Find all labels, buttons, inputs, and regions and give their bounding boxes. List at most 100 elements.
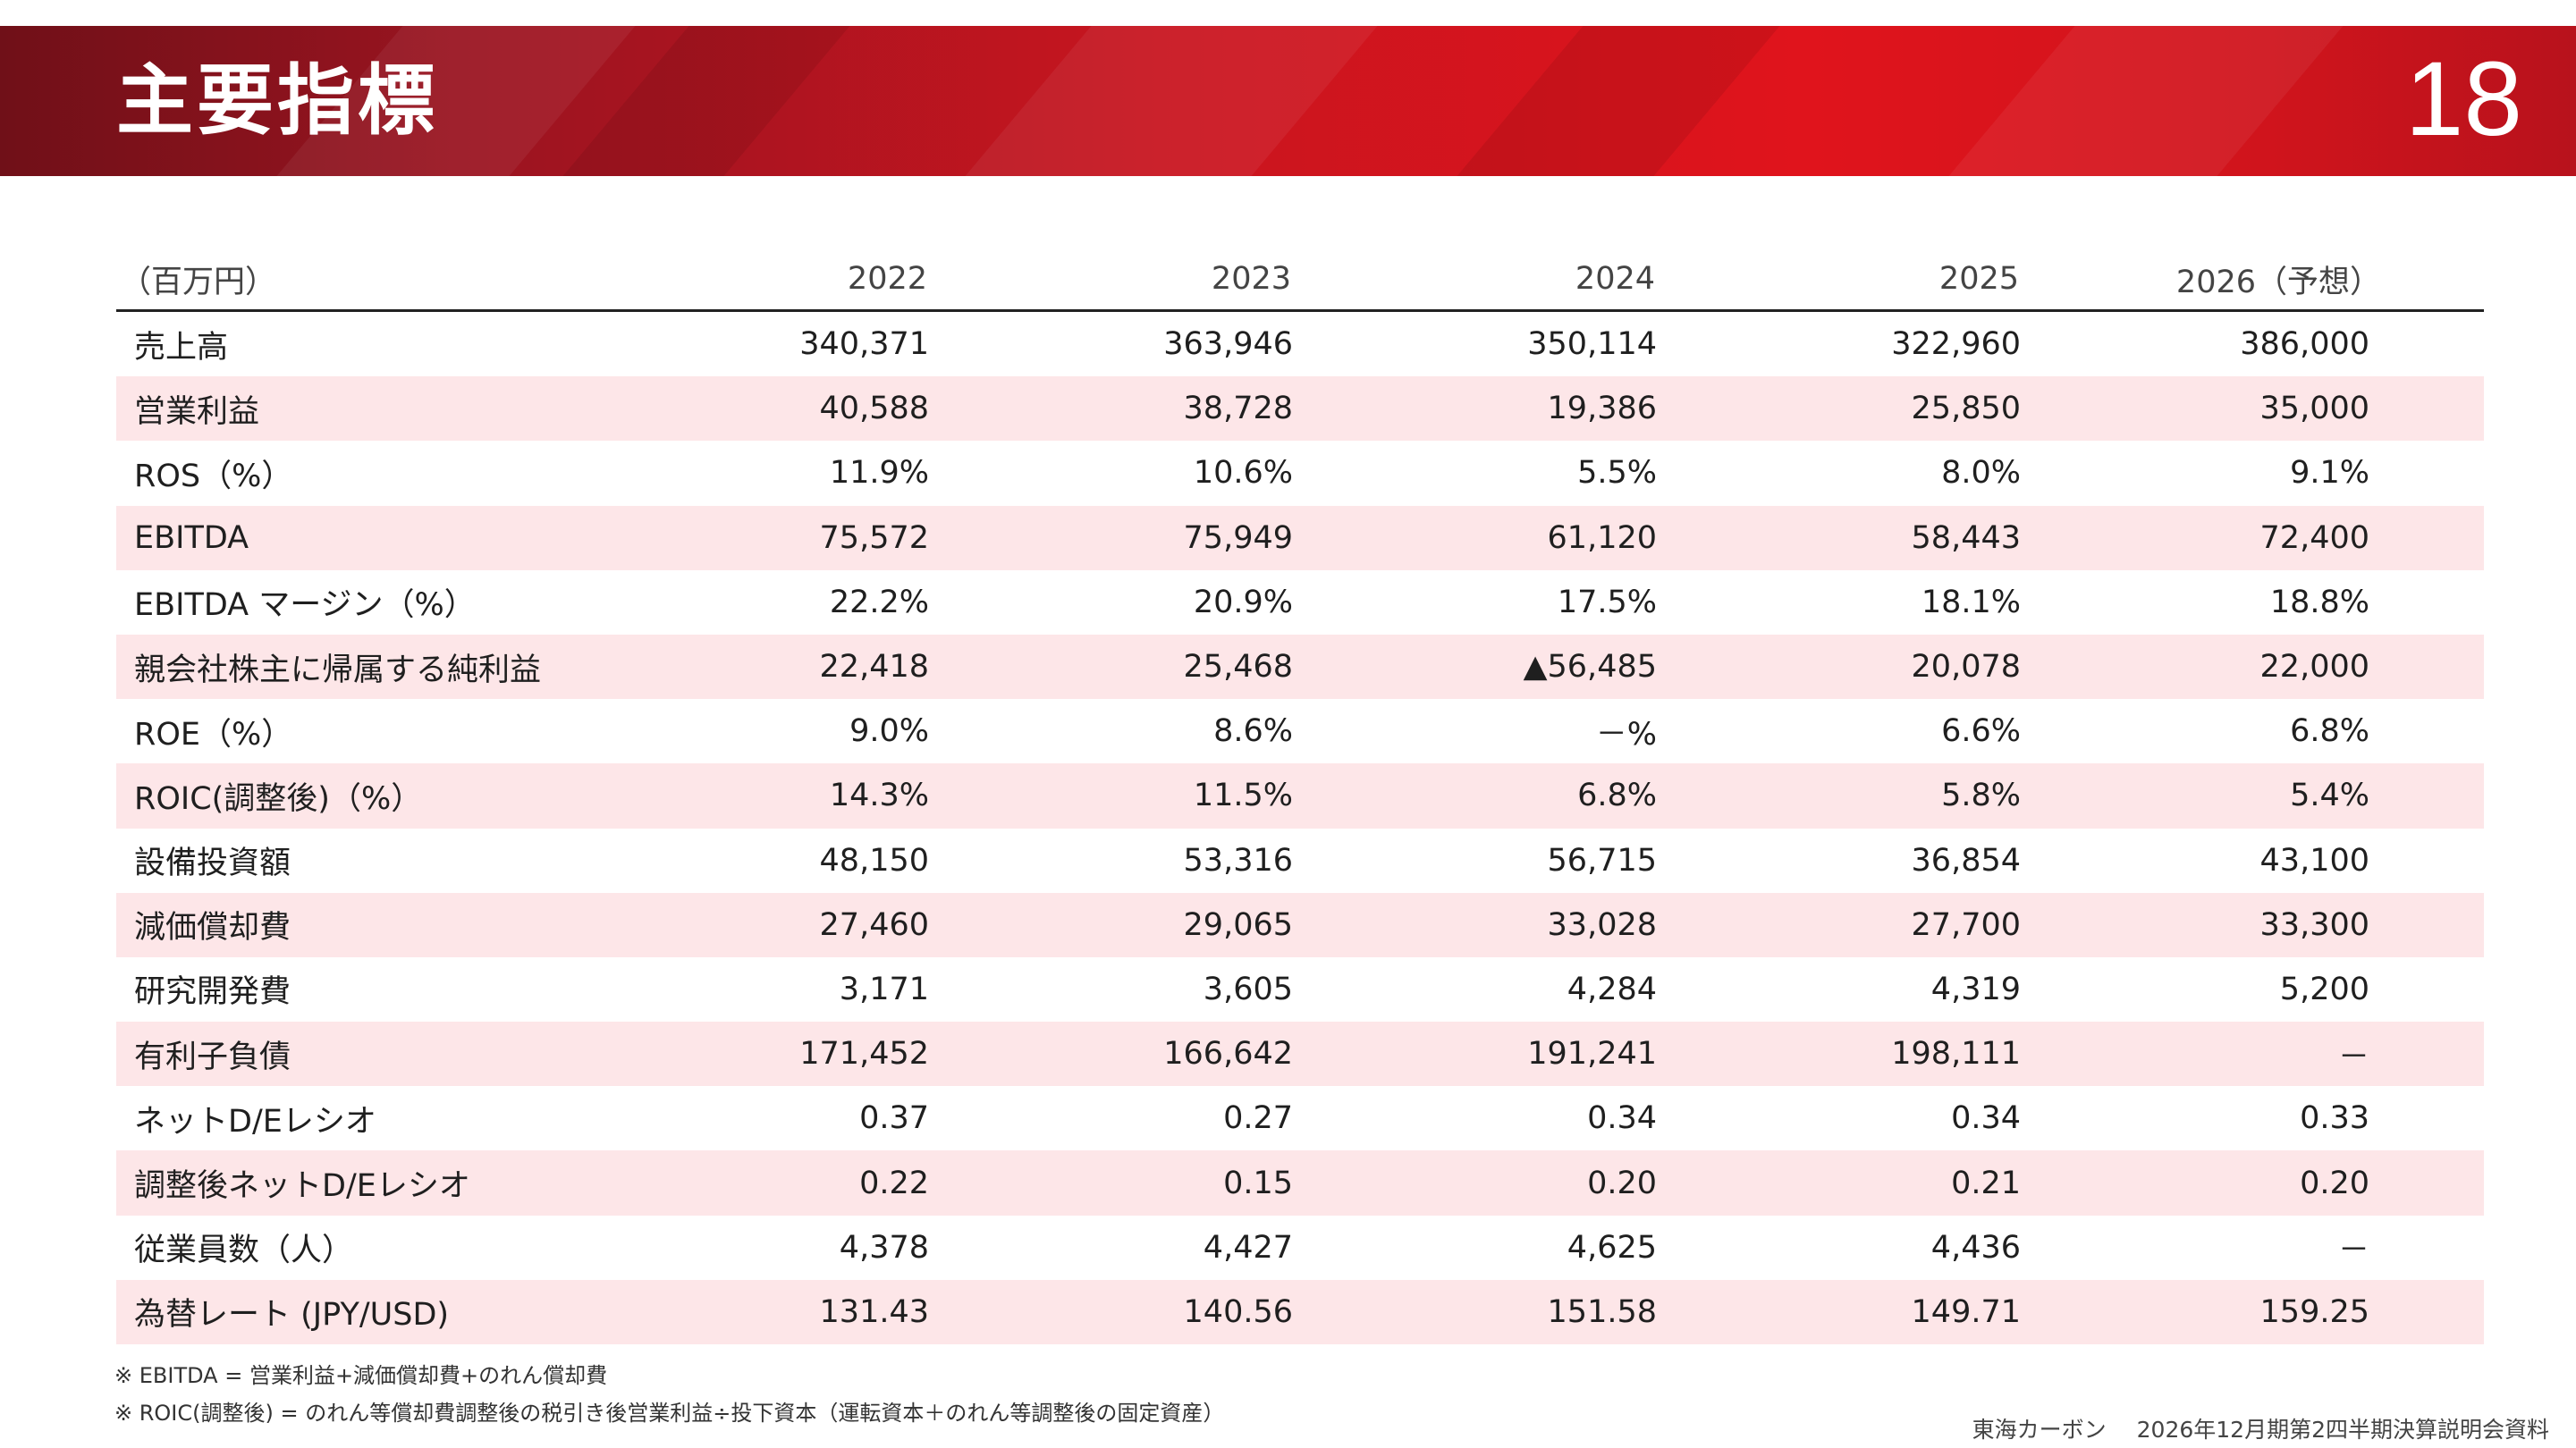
cell-value: 166,642	[1027, 1022, 1391, 1087]
cell-value: 6.6%	[1941, 713, 2021, 750]
table-row: ROE（%） 9.0% 8.6% －% 6.6% 6.8%	[116, 699, 2484, 763]
table-row: ネットD/Eレシオ 0.37 0.27 0.34 0.34 0.33	[116, 1086, 2484, 1150]
footer: 東海カーボン 2026年12月期第2四半期決算説明会資料	[1972, 1412, 2549, 1444]
table-row: ROS（%） 11.9% 10.6% 5.5% 8.0% 9.1%	[116, 441, 2484, 505]
cell-value: 6.8%	[2290, 713, 2369, 750]
cell-value: 22,000	[2119, 634, 2484, 700]
cell-value: 5.8%	[1755, 763, 2119, 829]
year-header: 2022	[663, 248, 1027, 312]
table-header-row: （百万円） 2022 2023 2024 2025 2026（予想）	[116, 248, 2484, 312]
row-label: 売上高	[134, 329, 229, 366]
cell-value: 0.34	[1951, 1100, 2021, 1137]
cell-value: 350,114	[1527, 326, 1657, 363]
cell-value: 11.5%	[1027, 763, 1391, 829]
cell-value: 198,111	[1755, 1022, 2119, 1087]
row-label: EBITDA	[116, 505, 663, 570]
cell-value: 9.0%	[849, 713, 929, 750]
cell-value: 18.8%	[2269, 584, 2369, 620]
cell-value: －%	[1595, 716, 1657, 753]
cell-value: 386,000	[2240, 326, 2369, 363]
cell-value: 38,728	[1027, 376, 1391, 442]
cell-value: 3,605	[1203, 971, 1293, 1007]
cell-value: 151.58	[1391, 1279, 1755, 1344]
table-row: 売上高 340,371 363,946 350,114 322,960 386,000	[116, 311, 2484, 377]
table-row: 為替レート (JPY/USD) 131.43 140.56 151.58 149.71 1…	[116, 1279, 2484, 1344]
cell-value: 22,418	[663, 634, 1027, 700]
footnote-roic: ※ ROIC(調整後) = のれん等償却費調整後の税引き後営業利益÷投下資本（運…	[114, 1401, 1225, 1426]
cell-value: 0.22	[663, 1150, 1027, 1216]
cell-value: 22.2%	[829, 584, 929, 620]
key-indicators-table: （百万円） 2022 2023 2024 2025 2026（予想） 売上高 34…	[116, 248, 2484, 1344]
cell-value: 4,378	[839, 1229, 929, 1266]
cell-value: 17.5%	[1557, 584, 1657, 620]
footer-document: 2026年12月期第2四半期決算説明会資料	[2136, 1417, 2549, 1443]
footnotes: ※ EBITDA = 営業利益+減価償却費+のれん償却費 ※ ROIC(調整後)…	[114, 1357, 1224, 1432]
row-label: 従業員数（人）	[134, 1233, 354, 1269]
cell-value: 11.9%	[829, 455, 929, 492]
cell-value: 72,400	[2119, 505, 2484, 570]
row-label: 有利子負債	[116, 1022, 663, 1087]
table-row: 設備投資額 48,150 53,316 56,715 36,854 43,100	[116, 829, 2484, 893]
cell-value: 159.25	[2119, 1279, 2484, 1344]
cell-value: 140.56	[1027, 1279, 1391, 1344]
cell-value: 322,960	[1891, 326, 2021, 363]
cell-value: 27,700	[1755, 892, 2119, 957]
cell-value: 0.20	[2119, 1150, 2484, 1216]
cell-value: 4,427	[1203, 1229, 1293, 1266]
footnote-ebitda: ※ EBITDA = 営業利益+減価償却費+のれん償却費	[114, 1363, 608, 1388]
table-row: 有利子負債 171,452 166,642 191,241 198,111 －	[116, 1022, 2484, 1087]
row-label: 調整後ネットD/Eレシオ	[116, 1150, 663, 1216]
table-row: 親会社株主に帰属する純利益 22,418 25,468 ▲56,485 20,078 22…	[116, 634, 2484, 700]
cell-value: 8.6%	[1213, 713, 1293, 750]
cell-value: 53,316	[1183, 842, 1293, 879]
cell-value: 0.15	[1027, 1150, 1391, 1216]
row-label: 営業利益	[116, 376, 663, 442]
cell-value: 48,150	[819, 842, 929, 879]
cell-value: 8.0%	[1941, 455, 2021, 492]
cell-value: 0.27	[1223, 1100, 1293, 1137]
cell-value: －	[2337, 1233, 2369, 1269]
cell-value: 0.37	[859, 1100, 929, 1137]
table-row: 研究開発費 3,171 3,605 4,284 4,319 5,200	[116, 957, 2484, 1022]
cell-value: 25,850	[1755, 376, 2119, 442]
cell-value: 0.21	[1755, 1150, 2119, 1216]
cell-value: 14.3%	[663, 763, 1027, 829]
cell-value: 4,625	[1567, 1229, 1657, 1266]
cell-value: 4,284	[1567, 971, 1657, 1007]
row-label: 研究開発費	[134, 974, 291, 1011]
cell-value: 340,371	[799, 326, 929, 363]
cell-value: 35,000	[2119, 376, 2484, 442]
cell-value: 6.8%	[1391, 763, 1755, 829]
table-row: 減価償却費 27,460 29,065 33,028 27,700 33,300	[116, 892, 2484, 957]
footer-company: 東海カーボン	[1972, 1417, 2107, 1443]
cell-value: 40,588	[663, 376, 1027, 442]
cell-value: 0.34	[1587, 1100, 1657, 1137]
row-label: 為替レート (JPY/USD)	[116, 1279, 663, 1344]
year-header: 2026（予想）	[2119, 248, 2484, 312]
cell-value: 33,300	[2119, 892, 2484, 957]
cell-value: 58,443	[1755, 505, 2119, 570]
cell-value: 4,319	[1930, 971, 2021, 1007]
unit-label: （百万円）	[116, 248, 663, 312]
cell-value: 36,854	[1911, 842, 2021, 879]
table-row: EBITDA マージン（%） 22.2% 20.9% 17.5% 18.1% 18.8%	[116, 570, 2484, 635]
cell-value: －	[2119, 1022, 2484, 1087]
year-header: 2023	[1027, 248, 1391, 312]
cell-value: 33,028	[1391, 892, 1755, 957]
row-label: ネットD/Eレシオ	[134, 1103, 376, 1140]
title-banner: 主要指標 18	[0, 26, 2576, 176]
page-number: 18	[2404, 40, 2522, 158]
table-row: ROIC(調整後)（%） 14.3% 11.5% 6.8% 5.8% 5.4%	[116, 763, 2484, 829]
cell-value: 75,572	[663, 505, 1027, 570]
cell-value: 171,452	[663, 1022, 1027, 1087]
cell-value: 4,436	[1930, 1229, 2021, 1266]
cell-value: 5,200	[2279, 971, 2369, 1007]
cell-value: 3,171	[839, 971, 929, 1007]
table-row: 従業員数（人） 4,378 4,427 4,625 4,436 －	[116, 1216, 2484, 1280]
table-row: 営業利益 40,588 38,728 19,386 25,850 35,000	[116, 376, 2484, 442]
page-title: 主要指標	[116, 56, 438, 146]
cell-value: 10.6%	[1193, 455, 1293, 492]
row-label: ROE（%）	[134, 716, 293, 753]
cell-value: 5.5%	[1577, 455, 1657, 492]
row-label: ROS（%）	[134, 458, 293, 494]
